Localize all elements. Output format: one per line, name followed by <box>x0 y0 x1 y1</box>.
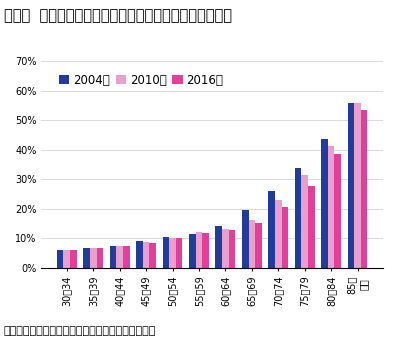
Bar <box>176 238 182 268</box>
Bar <box>295 168 301 268</box>
Bar <box>222 229 229 268</box>
Bar <box>189 234 196 268</box>
Bar <box>169 238 176 268</box>
Bar <box>321 139 328 268</box>
Bar <box>83 248 90 268</box>
Bar <box>215 226 222 268</box>
Bar <box>90 248 97 268</box>
Bar <box>202 233 209 268</box>
Bar <box>361 110 367 268</box>
Bar <box>255 223 262 268</box>
Bar <box>149 243 156 268</box>
Legend: 2004年, 2010年, 2016年: 2004年, 2010年, 2016年 <box>54 69 228 92</box>
Bar <box>57 250 64 268</box>
Bar <box>110 246 116 268</box>
Bar <box>308 186 314 268</box>
Text: （資料）厄生労働省「国民生活基礎調査」（各年）: （資料）厄生労働省「国民生活基礎調査」（各年） <box>4 326 156 336</box>
Bar <box>301 175 308 268</box>
Bar <box>275 200 281 268</box>
Bar <box>229 230 235 268</box>
Text: 図表３  健康上の問題で日常生活に影響がある割合の推移: 図表３ 健康上の問題で日常生活に影響がある割合の推移 <box>4 8 232 23</box>
Bar <box>70 250 77 268</box>
Bar <box>328 146 334 268</box>
Bar <box>136 241 143 268</box>
Bar <box>268 191 275 268</box>
Bar <box>143 242 149 268</box>
Bar <box>163 237 169 268</box>
Bar <box>97 248 103 268</box>
Bar <box>116 246 123 268</box>
Bar <box>248 220 255 268</box>
Bar <box>123 246 130 268</box>
Bar <box>64 250 70 268</box>
Bar <box>354 103 361 268</box>
Bar <box>347 103 354 268</box>
Bar <box>242 210 248 268</box>
Bar <box>281 207 288 268</box>
Bar <box>196 232 202 268</box>
Bar <box>334 154 341 268</box>
